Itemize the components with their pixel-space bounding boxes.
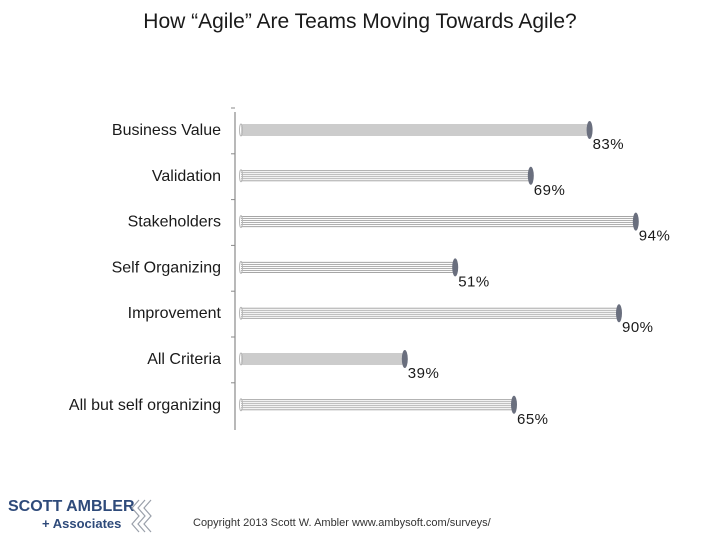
category-label: Stakeholders bbox=[128, 214, 221, 231]
data-label: 94% bbox=[639, 228, 671, 245]
data-label: 51% bbox=[458, 273, 490, 290]
data-label: 90% bbox=[622, 319, 654, 336]
bar bbox=[239, 212, 639, 231]
data-label: 65% bbox=[517, 411, 549, 428]
category-label: Self Organizing bbox=[112, 259, 221, 276]
category-label: Business Value bbox=[112, 122, 221, 139]
bar bbox=[239, 121, 593, 139]
category-label: Validation bbox=[152, 168, 221, 185]
copyright-text: Copyright 2013 Scott W. Ambler www.ambys… bbox=[193, 517, 491, 529]
bar bbox=[239, 258, 459, 277]
logo-line1: SCOTT AMBLER bbox=[8, 498, 135, 515]
bar bbox=[239, 395, 517, 414]
slide-title: How “Agile” Are Teams Moving Towards Agi… bbox=[143, 10, 577, 33]
category-label: All Criteria bbox=[147, 351, 221, 368]
data-label: 83% bbox=[593, 136, 625, 153]
bar bbox=[239, 350, 408, 368]
company-logo: SCOTT AMBLER + Associates bbox=[8, 498, 152, 533]
logo-line2: + Associates bbox=[42, 516, 121, 531]
category-label: Improvement bbox=[128, 305, 222, 322]
category-label: All but self organizing bbox=[69, 397, 221, 414]
bar bbox=[239, 304, 622, 323]
logo-chevron-icon bbox=[131, 499, 152, 533]
data-label: 69% bbox=[534, 182, 566, 199]
bar bbox=[239, 166, 534, 185]
data-label: 39% bbox=[408, 365, 440, 382]
